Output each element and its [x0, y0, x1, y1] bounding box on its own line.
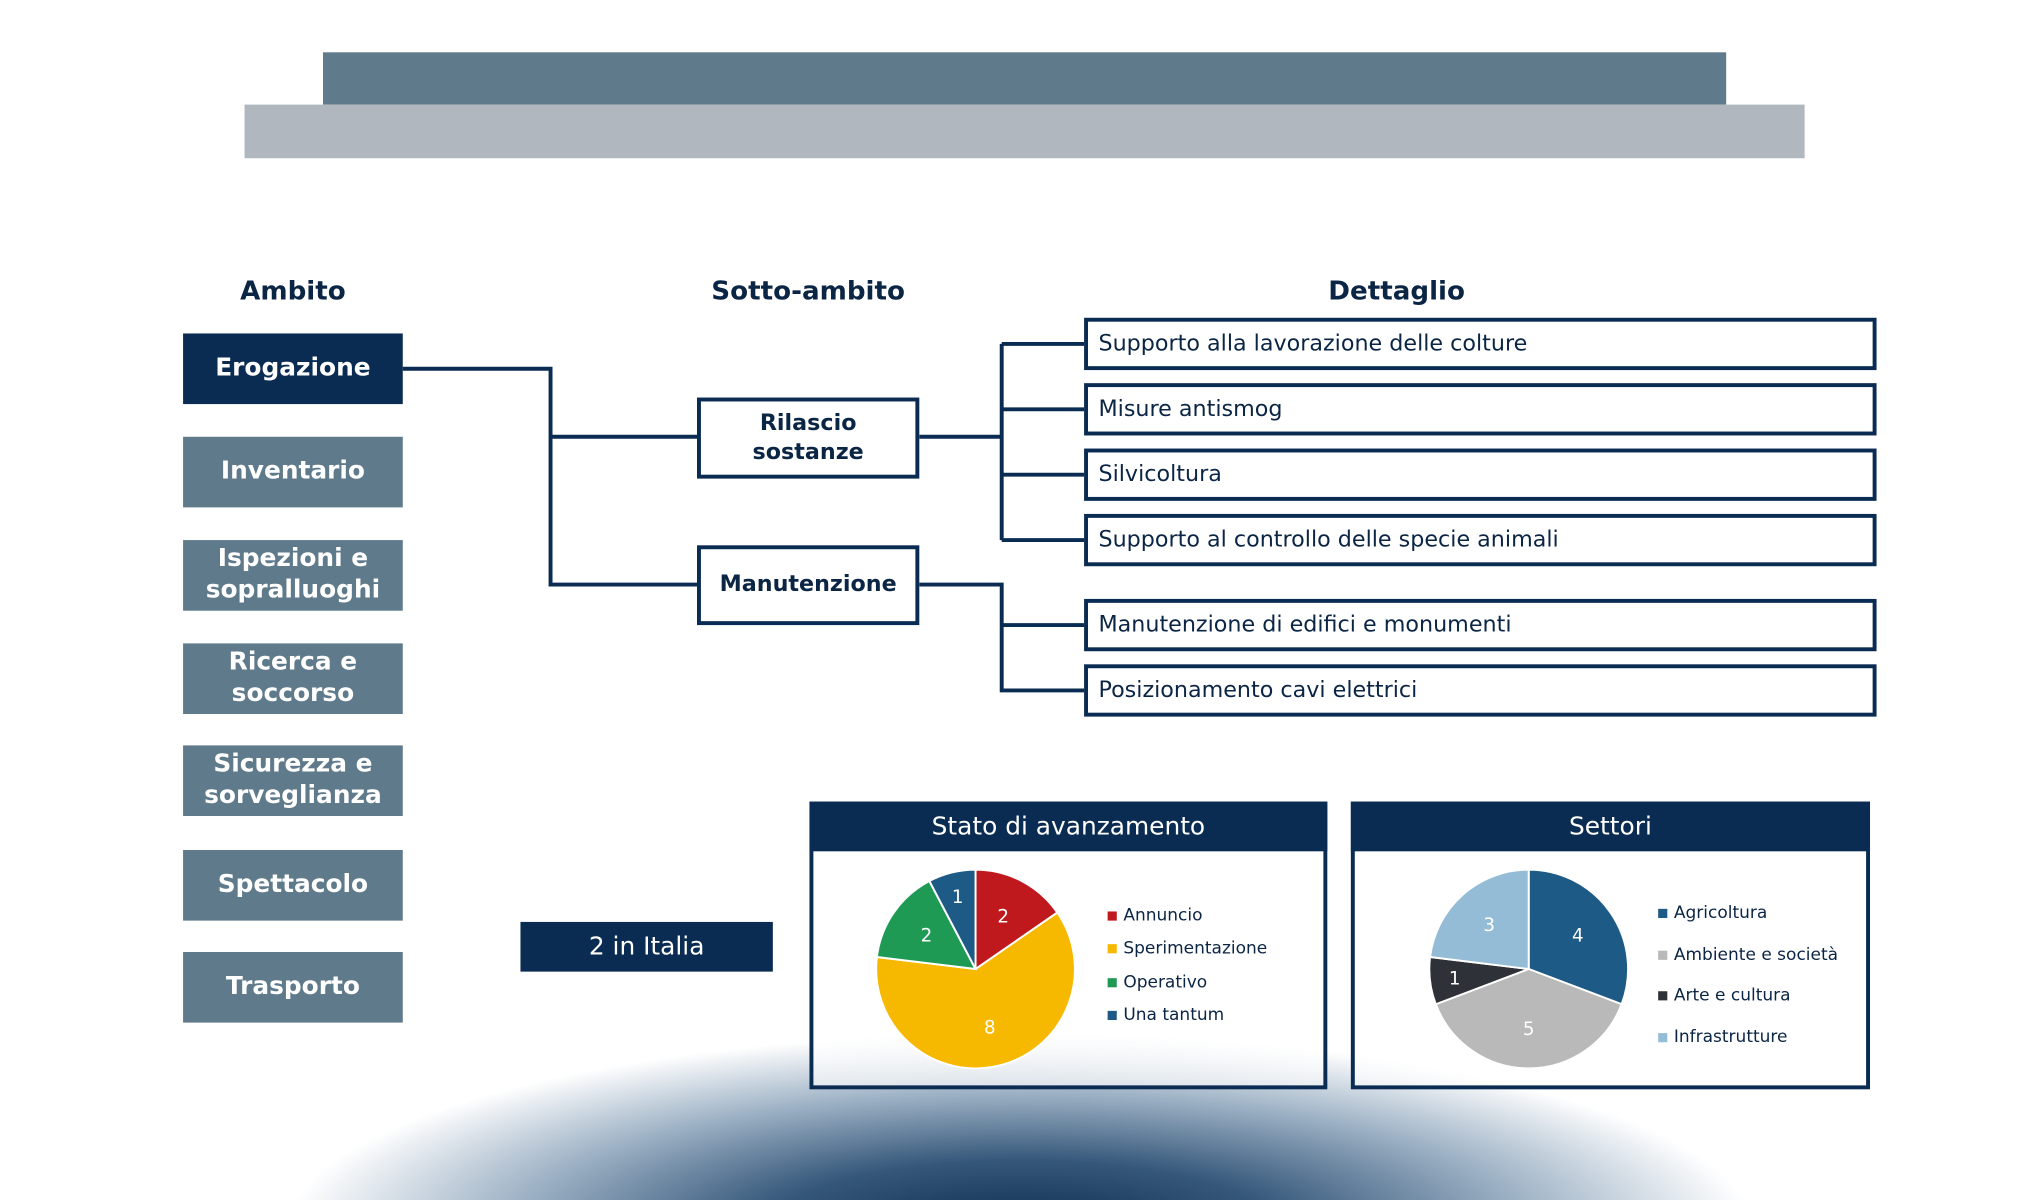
pie-slice-operativo	[875, 879, 978, 971]
legend-label: Agricoltura	[1673, 903, 1768, 924]
ambito-erogazione[interactable]: Erogazione	[183, 333, 403, 405]
legend-item: Operativo	[1107, 972, 1208, 993]
ambito-ispezioni[interactable]: Ispezioni e sopralluoghi	[183, 540, 403, 611]
ambito-spettacolo[interactable]: Spettacolo	[183, 850, 403, 921]
legend-swatch	[1107, 1010, 1117, 1021]
data-label: 8	[984, 1017, 996, 1038]
legend-item: Infrastrutture	[1658, 1027, 1788, 1048]
ambito-ricerca[interactable]: Ricerca e soccorso	[183, 643, 403, 715]
italia-badge: 2 in Italia	[520, 921, 773, 972]
dettaglio-item: Misure antismog	[1084, 383, 1877, 436]
pie-slice-annuncio	[974, 868, 1059, 971]
data-label: 5	[1523, 1019, 1535, 1040]
dettaglio-item: Supporto al controllo delle specie anima…	[1084, 513, 1877, 567]
subtitle-bar	[244, 104, 1805, 159]
data-label: 3	[1483, 915, 1495, 936]
header-dettaglio: Dettaglio	[1328, 274, 1465, 307]
legend-swatch	[1658, 1033, 1668, 1043]
pie-slice-ambiente-e-societ-	[1434, 967, 1623, 1070]
data-label: 1	[952, 887, 964, 908]
legend-swatch	[1107, 944, 1117, 954]
data-label: 1	[1449, 969, 1461, 990]
dettaglio-item: Supporto alla lavorazione delle colture	[1084, 317, 1877, 371]
ambito-sicurezza[interactable]: Sicurezza e sorveglianza	[183, 745, 403, 817]
legend-swatch	[1107, 978, 1117, 988]
legend-label: Infrastrutture	[1673, 1027, 1788, 1048]
legend-swatch	[1658, 950, 1668, 960]
legend-item: Sperimentazione	[1107, 938, 1268, 959]
dettaglio-item: Manutenzione di edifici e monumenti	[1084, 598, 1877, 652]
legend-label: Operativo	[1123, 972, 1208, 993]
pie-slice-agricoltura	[1527, 868, 1629, 1006]
chart-title: Stato di avanzamento	[809, 801, 1328, 852]
ambito-inventario[interactable]: Inventario	[183, 436, 403, 508]
dettaglio-item: Posizionamento cavi elettrici	[1084, 664, 1877, 717]
ambito-trasporto[interactable]: Trasporto	[183, 952, 403, 1023]
legend-item: Agricoltura	[1658, 903, 1768, 924]
legend-label: Sperimentazione	[1123, 938, 1268, 959]
title-bar	[323, 52, 1727, 105]
legend-swatch	[1658, 908, 1668, 919]
dettaglio-item: Silvicoltura	[1084, 448, 1877, 501]
header-ambito: Ambito	[240, 274, 346, 307]
legend-item: Una tantum	[1107, 1005, 1225, 1026]
sotto-ambito-rilascio[interactable]: Rilascio sostanze	[697, 397, 920, 479]
legend-label: Una tantum	[1123, 1005, 1225, 1026]
data-label: 2	[997, 907, 1009, 928]
data-label: 2	[921, 926, 933, 947]
legend-item: Arte e cultura	[1658, 986, 1791, 1006]
sotto-ambito-manutenzione[interactable]: Manutenzione	[697, 545, 920, 626]
pie-slice-sperimentazione	[875, 911, 1076, 1070]
legend-item: Ambiente e società	[1658, 945, 1838, 965]
legend-item: Annuncio	[1107, 906, 1203, 926]
legend-label: Arte e cultura	[1673, 986, 1791, 1006]
legend-label: Annuncio	[1123, 906, 1203, 926]
header-sotto-ambito: Sotto-ambito	[711, 274, 906, 307]
pie-slice-infrastrutture	[1428, 868, 1530, 971]
legend-swatch	[1107, 911, 1117, 921]
legend-swatch	[1658, 991, 1668, 1001]
data-label: 4	[1572, 926, 1584, 947]
legend-label: Ambiente e società	[1673, 945, 1839, 966]
pie-slice-una-tantum	[928, 868, 977, 970]
chart-title: Settori	[1350, 801, 1871, 852]
